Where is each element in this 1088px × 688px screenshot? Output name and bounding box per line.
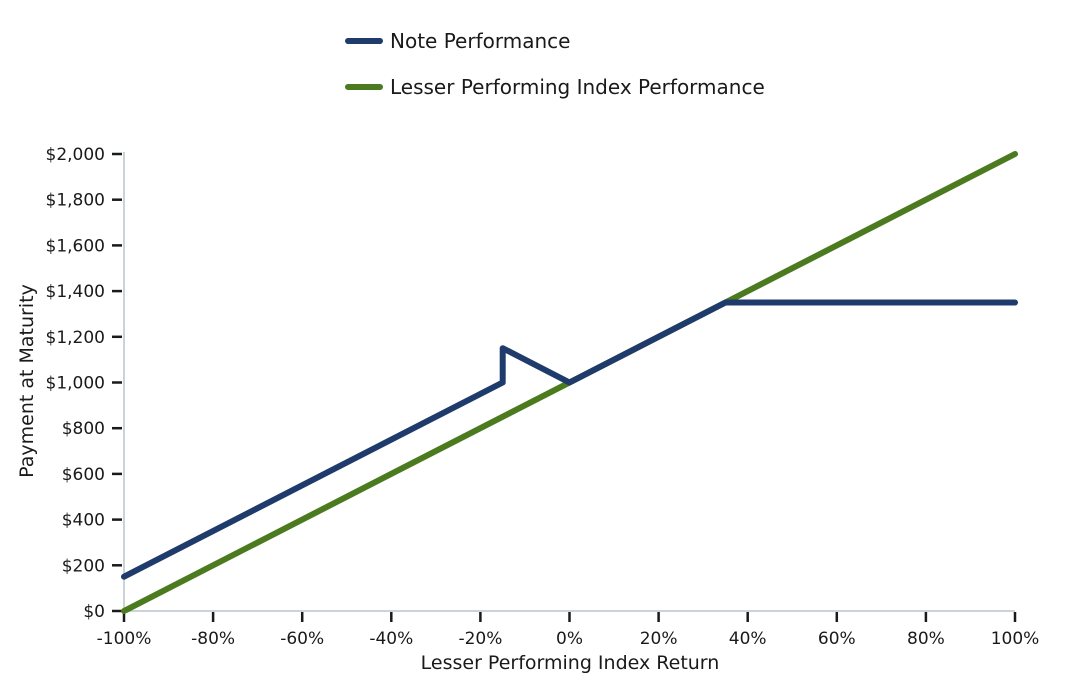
y-tick-label: $1,000: [46, 374, 105, 394]
x-tick-label: 60%: [818, 629, 856, 649]
y-tick-label: $800: [62, 419, 105, 439]
y-axis-ticks: $0 $200 $400 $600 $800 $1,000 $1,200 $1,400 $1,6…: [46, 145, 122, 622]
x-tick-label: 100%: [991, 629, 1040, 649]
x-tick-label: -60%: [280, 629, 324, 649]
y-axis-title: Payment at Maturity: [16, 284, 38, 478]
x-tick-label: -40%: [369, 629, 413, 649]
x-axis-title: Lesser Performing Index Return: [421, 652, 720, 674]
y-tick-label: $1,200: [46, 328, 105, 348]
axes: [123, 152, 1015, 612]
y-tick-label: $1,400: [46, 282, 105, 302]
y-tick-label: $200: [62, 556, 105, 576]
y-tick-label: $0: [83, 602, 105, 622]
x-tick-label: 20%: [640, 629, 678, 649]
x-tick-label: 0%: [556, 629, 583, 649]
x-tick-label: -20%: [458, 629, 502, 649]
y-tick-label: $600: [62, 465, 105, 485]
legend-label-lesser-performing-index: Lesser Performing Index Performance: [390, 75, 765, 99]
y-tick-label: $400: [62, 511, 105, 531]
x-tick-label: 80%: [907, 629, 945, 649]
x-tick-label: -100%: [97, 629, 152, 649]
series-lines: [121, 151, 1018, 614]
series-line-note-performance: [121, 299, 1018, 580]
x-tick-label: -80%: [191, 629, 235, 649]
y-tick-label: $1,600: [46, 236, 105, 256]
legend: Note Performance Lesser Performing Index…: [345, 29, 765, 99]
y-tick-label: $2,000: [46, 145, 105, 165]
x-tick-label: 40%: [729, 629, 767, 649]
y-tick-label: $1,800: [46, 191, 105, 211]
x-axis-ticks: -100% -80% -60% -40% -20% 0% 20% 40% 60% 80% 100%: [97, 612, 1040, 649]
legend-label-note-performance: Note Performance: [390, 29, 570, 53]
